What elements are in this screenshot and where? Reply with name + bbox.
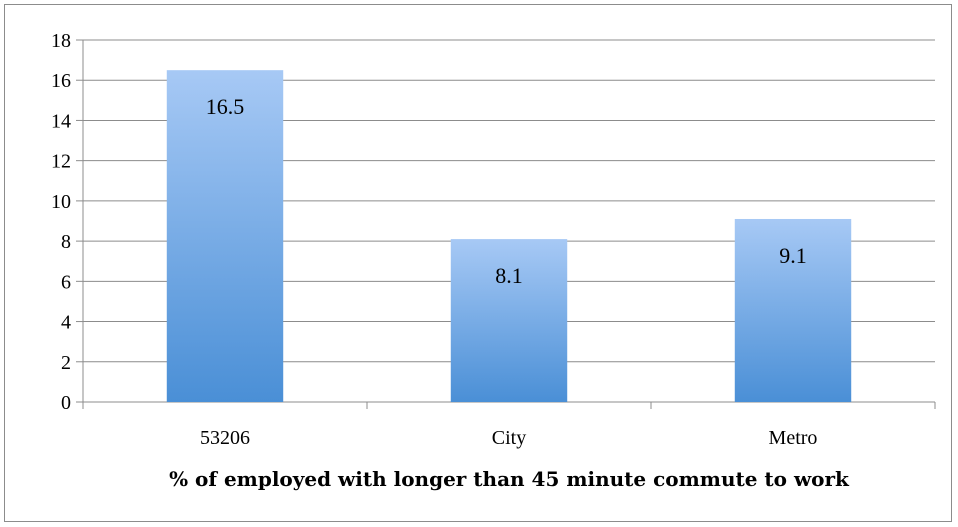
- bar-metro: [734, 218, 852, 402]
- x-tick-label: 53206: [200, 427, 250, 449]
- data-label: 16.5: [206, 94, 245, 119]
- x-tick-label: City: [492, 427, 526, 449]
- y-tick-label: 10: [51, 191, 71, 213]
- y-tick-label: 6: [61, 271, 71, 293]
- x-axis-label: % of employed with longer than 45 minute…: [169, 467, 850, 491]
- y-tick-label: 0: [61, 392, 71, 414]
- x-tick-label: Metro: [769, 427, 818, 449]
- y-tick-label: 2: [61, 352, 71, 374]
- data-label: 8.1: [495, 263, 523, 288]
- y-tick-label: 16: [51, 70, 71, 92]
- bars: [166, 70, 852, 403]
- y-tick-label: 4: [61, 312, 71, 334]
- y-tick-label: 12: [51, 151, 71, 173]
- y-tick-label: 18: [51, 30, 71, 52]
- y-tick-label: 14: [51, 110, 71, 132]
- bar-53206: [166, 70, 284, 403]
- labels: 0 2 4 6 8 10 12 14 16 18 16.5 53206 8.1 City 9.1 Metro: [51, 30, 817, 449]
- data-label: 9.1: [779, 243, 807, 268]
- bar-city: [450, 239, 568, 402]
- y-tick-label: 8: [61, 231, 71, 253]
